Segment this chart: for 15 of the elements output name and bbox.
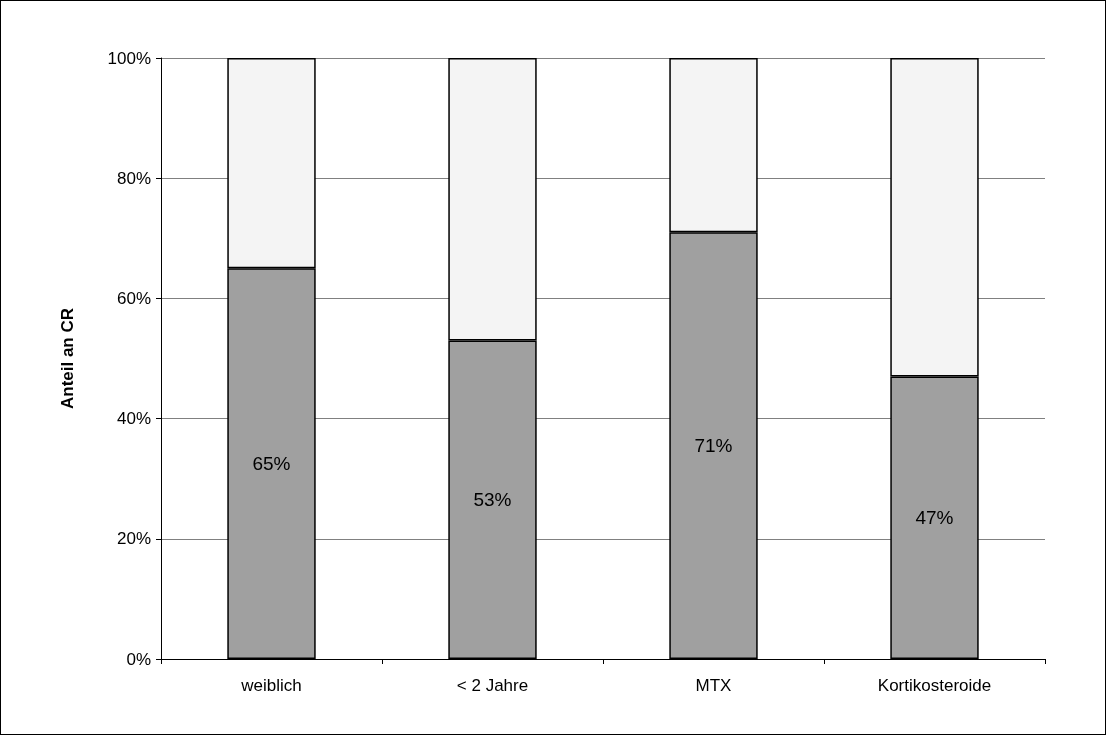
y-tick-label: 20%: [116, 529, 151, 549]
x-tick-label: Kortikosteroide: [877, 676, 992, 695]
y-tick-label: 40%: [116, 409, 151, 429]
y-tick-label: 60%: [116, 288, 151, 308]
data-label: 53%: [473, 489, 512, 511]
y-axis-title: Anteil an CR: [58, 307, 77, 410]
x-tick-label: < 2 Jahre: [456, 676, 529, 695]
data-label: 71%: [694, 435, 733, 457]
data-label: 47%: [915, 507, 954, 529]
y-tick-label: 80%: [116, 168, 151, 188]
y-tick-label: 100%: [107, 48, 151, 68]
x-tick-label: weiblich: [240, 676, 302, 695]
data-label: 65%: [252, 453, 291, 475]
y-tick-label: 0%: [126, 649, 151, 669]
x-tick-label: MTX: [695, 676, 732, 695]
